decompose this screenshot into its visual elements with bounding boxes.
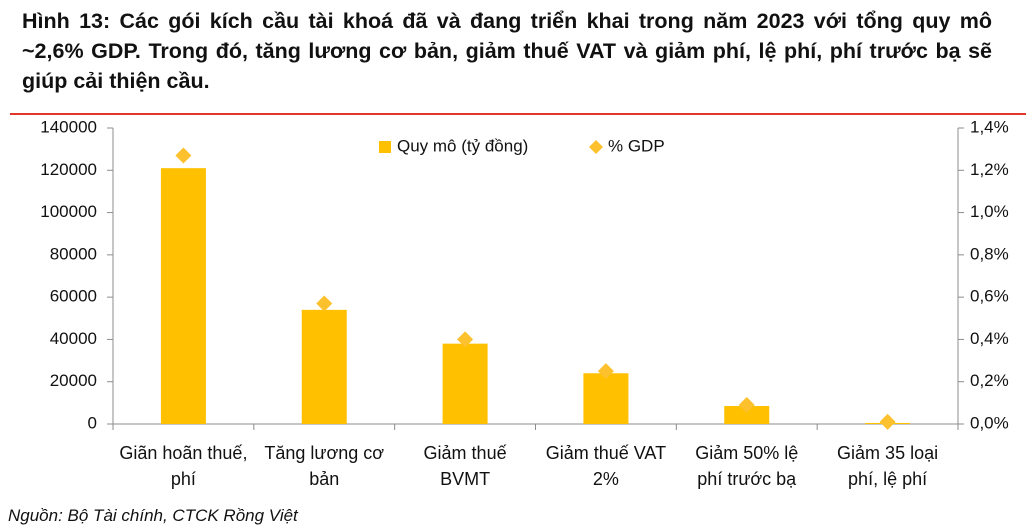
- bar: [301, 309, 347, 424]
- gdp-marker: [597, 363, 614, 380]
- y2-tick-label: 0,0%: [970, 413, 1009, 432]
- source-note: Nguồn: Bộ Tài chính, CTCK Rồng Việt: [8, 506, 298, 525]
- gdp-marker: [457, 331, 474, 348]
- legend-swatch: [589, 140, 603, 154]
- x-tick-label: Giãn hoãn thuế, phí: [119, 443, 248, 489]
- x-tick-label: Tăng lương cơ bản: [264, 443, 385, 489]
- y2-tick-label: 1,2%: [970, 160, 1009, 179]
- y-tick-label: 0: [88, 413, 97, 432]
- bar: [442, 343, 488, 424]
- gdp-marker: [175, 147, 192, 164]
- bar: [160, 168, 206, 424]
- y2-tick-label: 0,4%: [970, 329, 1009, 348]
- y-tick-label: 120000: [40, 160, 97, 179]
- bar: [724, 406, 770, 424]
- gdp-marker: [879, 413, 896, 430]
- x-tick-label: Giảm 35 loại phí, lệ phí: [837, 443, 939, 489]
- legend-swatch: [379, 141, 391, 153]
- y2-tick-label: 0,2%: [970, 371, 1009, 390]
- chart-title: Hình 13: Các gói kích cầu tài khoá đã và…: [22, 9, 992, 93]
- y-tick-label: 140000: [40, 117, 97, 136]
- y-tick-label: 40000: [50, 329, 97, 348]
- y2-tick-label: 0,8%: [970, 244, 1009, 263]
- title-rule: [10, 113, 1026, 115]
- x-tick-label: Giảm 50% lệ phí trước bạ: [695, 443, 799, 489]
- gdp-marker: [738, 396, 755, 413]
- y2-tick-label: 1,0%: [970, 202, 1009, 221]
- y-tick-label: 100000: [40, 202, 97, 221]
- legend-label: Quy mô (tỷ đồng): [397, 136, 528, 155]
- gdp-marker: [316, 295, 333, 312]
- y-tick-label: 60000: [50, 287, 97, 306]
- x-tick-label: Giảm thuế BVMT: [423, 443, 507, 489]
- y2-tick-label: 0,6%: [970, 287, 1009, 306]
- legend-label: % GDP: [608, 136, 665, 155]
- y-tick-label: 20000: [50, 371, 97, 390]
- bar: [583, 373, 629, 424]
- y-tick-label: 80000: [50, 244, 97, 263]
- y2-tick-label: 1,4%: [970, 117, 1009, 136]
- x-tick-label: Giảm thuế VAT 2%: [545, 443, 667, 489]
